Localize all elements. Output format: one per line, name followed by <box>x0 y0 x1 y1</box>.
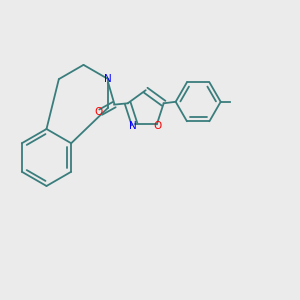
Text: O: O <box>94 107 102 117</box>
Text: N: N <box>104 74 112 84</box>
Text: N: N <box>129 121 137 131</box>
Text: O: O <box>153 121 161 131</box>
